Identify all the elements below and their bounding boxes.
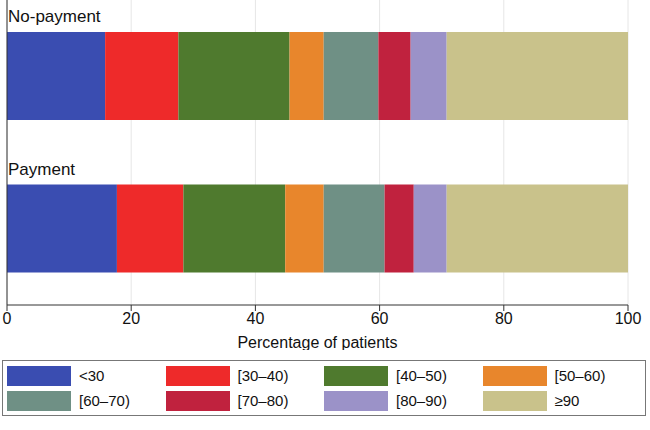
svg-text:80: 80 [495,310,513,327]
html-text:[80–90): [80–90) [396,392,447,409]
svg-text:100: 100 [615,310,642,327]
html-text:[70–80): [70–80) [237,392,289,409]
svg-text:No-payment: No-payment [8,7,101,26]
svg-text:40: 40 [247,310,265,327]
html-text:[40–50): [40–50) [396,367,447,384]
html-text:[50–60): [50–60) [554,367,606,384]
html-text:<30: <30 [79,367,105,384]
svg-text:Percentage of patients: Percentage of patients [237,334,397,350]
svg-text:Payment: Payment [8,160,75,179]
svg-text:20: 20 [122,310,140,327]
svg-text:60: 60 [371,310,389,327]
html-text:[60–70): [60–70) [79,392,130,409]
html-text:[30–40): [30–40) [237,367,289,384]
svg-text:0: 0 [8,310,12,327]
html-text:≥90: ≥90 [554,392,580,409]
